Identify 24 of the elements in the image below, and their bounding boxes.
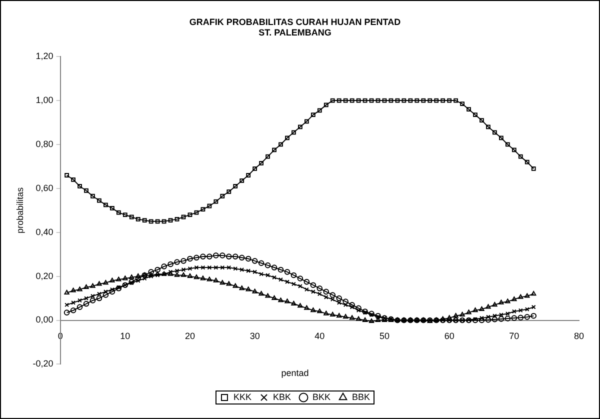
y-tick-label: 0,20 <box>36 270 54 281</box>
x-tick-label: 20 <box>184 331 195 342</box>
x-tick-label: 60 <box>444 331 454 342</box>
x-tick-label: 30 <box>250 331 260 342</box>
y-tick-label: 1,20 <box>36 51 54 62</box>
y-tick-label: 0,80 <box>36 138 54 149</box>
y-tick-label: 0,60 <box>36 182 54 193</box>
x-tick-label: 50 <box>379 331 390 342</box>
y-axis-title: probabilitas <box>14 186 25 234</box>
y-tick-label: 0,40 <box>36 226 54 237</box>
chart-title: GRAFIK PROBABILITAS CURAH HUJAN PENTAD <box>189 16 402 27</box>
y-tick-label: 1,00 <box>36 95 54 106</box>
y-tick-label: -0,20 <box>32 358 54 369</box>
x-tick-label: 70 <box>509 331 520 342</box>
legend-label: KBK <box>272 392 292 402</box>
chart-subtitle: ST. PALEMBANG <box>258 28 332 38</box>
x-tick-label: 80 <box>574 331 584 342</box>
legend-label: BKK <box>312 392 331 402</box>
x-tick-label: 40 <box>314 331 325 342</box>
legend-label: BBK <box>352 392 370 402</box>
x-axis-title: pentad <box>281 368 309 378</box>
y-tick-label: 0,00 <box>36 314 54 325</box>
x-tick-label: 10 <box>120 331 130 342</box>
legend-label: KKK <box>233 392 252 402</box>
